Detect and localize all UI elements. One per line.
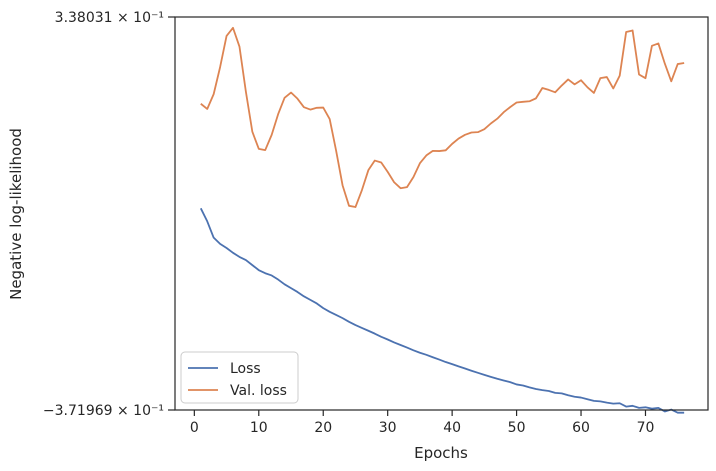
series-line-val-loss (200, 26, 685, 208)
x-tick-label-30: 30 (379, 420, 397, 436)
plot-frame (174, 16, 709, 411)
legend-label-val-loss: Val. loss (230, 383, 287, 399)
y-tick-label-top: 3.38031 × 10⁻¹ (55, 10, 164, 26)
y-tick-label-bottom: −3.71969 × 10⁻¹ (43, 403, 164, 419)
x-tick-label-60: 60 (572, 420, 590, 436)
x-tick-label-40: 40 (443, 420, 461, 436)
series-layer (199, 26, 685, 414)
plot-area (175, 17, 708, 410)
legend: Loss Val. loss (180, 351, 299, 404)
x-tick-label-70: 70 (637, 420, 655, 436)
y-axis-ticks: 3.38031 × 10⁻¹ −3.71969 × 10⁻¹ (43, 10, 175, 419)
x-axis-label: Epochs (414, 444, 468, 462)
series-line-loss (199, 207, 685, 414)
y-axis-label: Negative log-likelihood (7, 128, 25, 300)
x-tick-label-50: 50 (508, 420, 526, 436)
x-tick-label-20: 20 (314, 420, 332, 436)
x-tick-label-10: 10 (250, 420, 268, 436)
legend-label-loss: Loss (230, 361, 261, 377)
x-axis-ticks: 0 10 20 30 40 50 60 70 (190, 410, 655, 436)
x-tick-label-0: 0 (190, 420, 199, 436)
